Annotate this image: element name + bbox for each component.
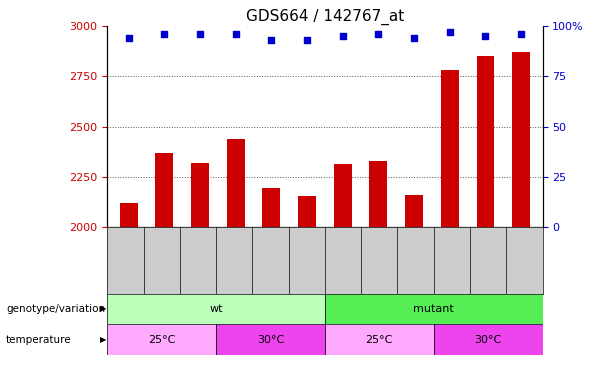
Point — [267, 37, 276, 43]
Bar — [191, 163, 209, 227]
Text: ▶: ▶ — [100, 304, 107, 313]
Point — [516, 31, 526, 37]
Bar — [227, 139, 245, 227]
Bar — [433, 324, 543, 355]
Point — [338, 33, 348, 39]
Point — [159, 31, 169, 37]
Point — [231, 31, 241, 37]
Bar — [216, 324, 325, 355]
Bar — [325, 324, 434, 355]
Bar — [512, 53, 530, 227]
Point — [195, 31, 205, 37]
Bar — [370, 160, 387, 227]
Text: temperature: temperature — [6, 335, 72, 345]
Text: genotype/variation: genotype/variation — [6, 304, 105, 314]
Bar — [120, 203, 137, 227]
Point — [302, 37, 312, 43]
Bar — [476, 56, 494, 227]
Point — [481, 33, 490, 39]
Text: 30°C: 30°C — [257, 335, 284, 345]
Text: mutant: mutant — [413, 304, 454, 314]
Text: 30°C: 30°C — [474, 335, 501, 345]
Text: wt: wt — [209, 304, 223, 314]
Bar — [107, 324, 216, 355]
Point — [373, 31, 383, 37]
Bar — [298, 196, 316, 227]
Bar — [441, 70, 459, 227]
Point — [124, 35, 134, 41]
Bar — [262, 188, 280, 227]
Text: ▶: ▶ — [100, 335, 107, 344]
Bar — [156, 153, 173, 227]
Bar — [107, 294, 325, 324]
Bar — [325, 294, 543, 324]
Text: 25°C: 25°C — [148, 335, 175, 345]
Bar — [405, 195, 423, 227]
Title: GDS664 / 142767_at: GDS664 / 142767_at — [246, 9, 404, 25]
Point — [445, 29, 455, 35]
Bar — [334, 164, 352, 227]
Text: 25°C: 25°C — [365, 335, 393, 345]
Point — [409, 35, 419, 41]
